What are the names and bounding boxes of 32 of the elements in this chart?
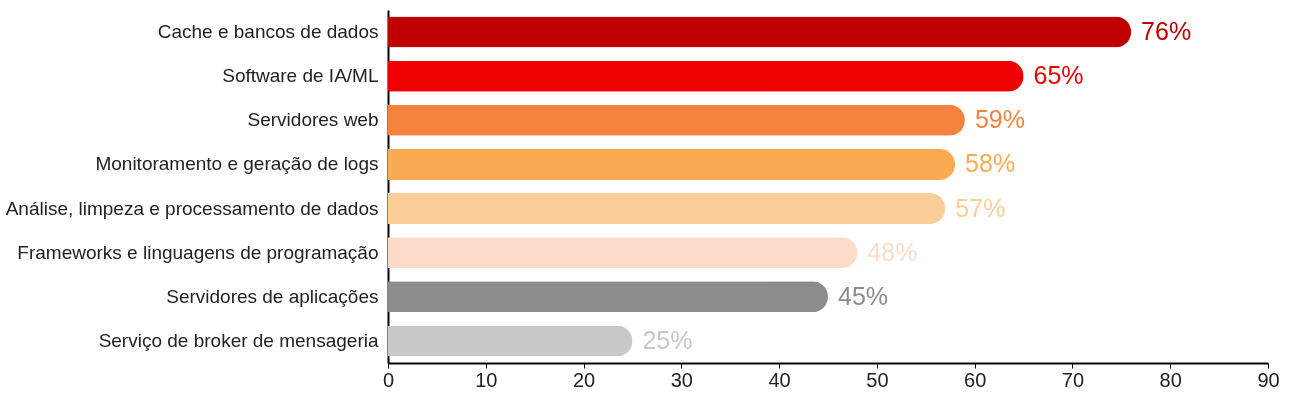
x-tick-label: 0: [382, 368, 395, 391]
x-tick-label: 90: [1257, 368, 1280, 391]
bar: [388, 148, 956, 180]
data-label: 59%: [974, 105, 1025, 134]
bar: [388, 104, 965, 136]
x-tick-label: 40: [768, 368, 791, 391]
bar: [388, 16, 1132, 48]
bar: [388, 325, 633, 357]
y-tick-label: Monitoramento e geração de logs: [95, 153, 379, 175]
y-tick-label: Serviço de broker de mensageria: [98, 329, 379, 351]
x-tick-label: 10: [475, 368, 498, 391]
x-tick-label: 50: [866, 368, 889, 391]
y-tick-label: Análise, limpeza e processamento de dados: [5, 197, 379, 219]
x-tick-label: 80: [1159, 368, 1182, 391]
data-label: 65%: [1033, 61, 1084, 90]
x-tick-label: 20: [572, 368, 596, 391]
y-tick-label: Servidores de aplicações: [166, 285, 379, 307]
data-label: 45%: [838, 281, 889, 310]
data-label: 76%: [1141, 17, 1192, 46]
y-tick-label: Servidores web: [247, 109, 379, 131]
y-tick-label: Cache e bancos de dados: [157, 21, 379, 43]
x-tick-label: 70: [1061, 368, 1085, 391]
bar: [388, 281, 828, 313]
bar: [388, 237, 858, 269]
data-label: 57%: [955, 193, 1006, 222]
bar: [388, 193, 946, 225]
y-tick-label: Frameworks e linguagens de programação: [17, 241, 379, 263]
bar: [388, 60, 1024, 92]
data-label: 58%: [965, 149, 1016, 178]
y-tick-label: Software de IA/ML: [222, 65, 379, 87]
x-tick-label: 60: [964, 368, 987, 391]
x-tick-label: 30: [670, 368, 693, 391]
